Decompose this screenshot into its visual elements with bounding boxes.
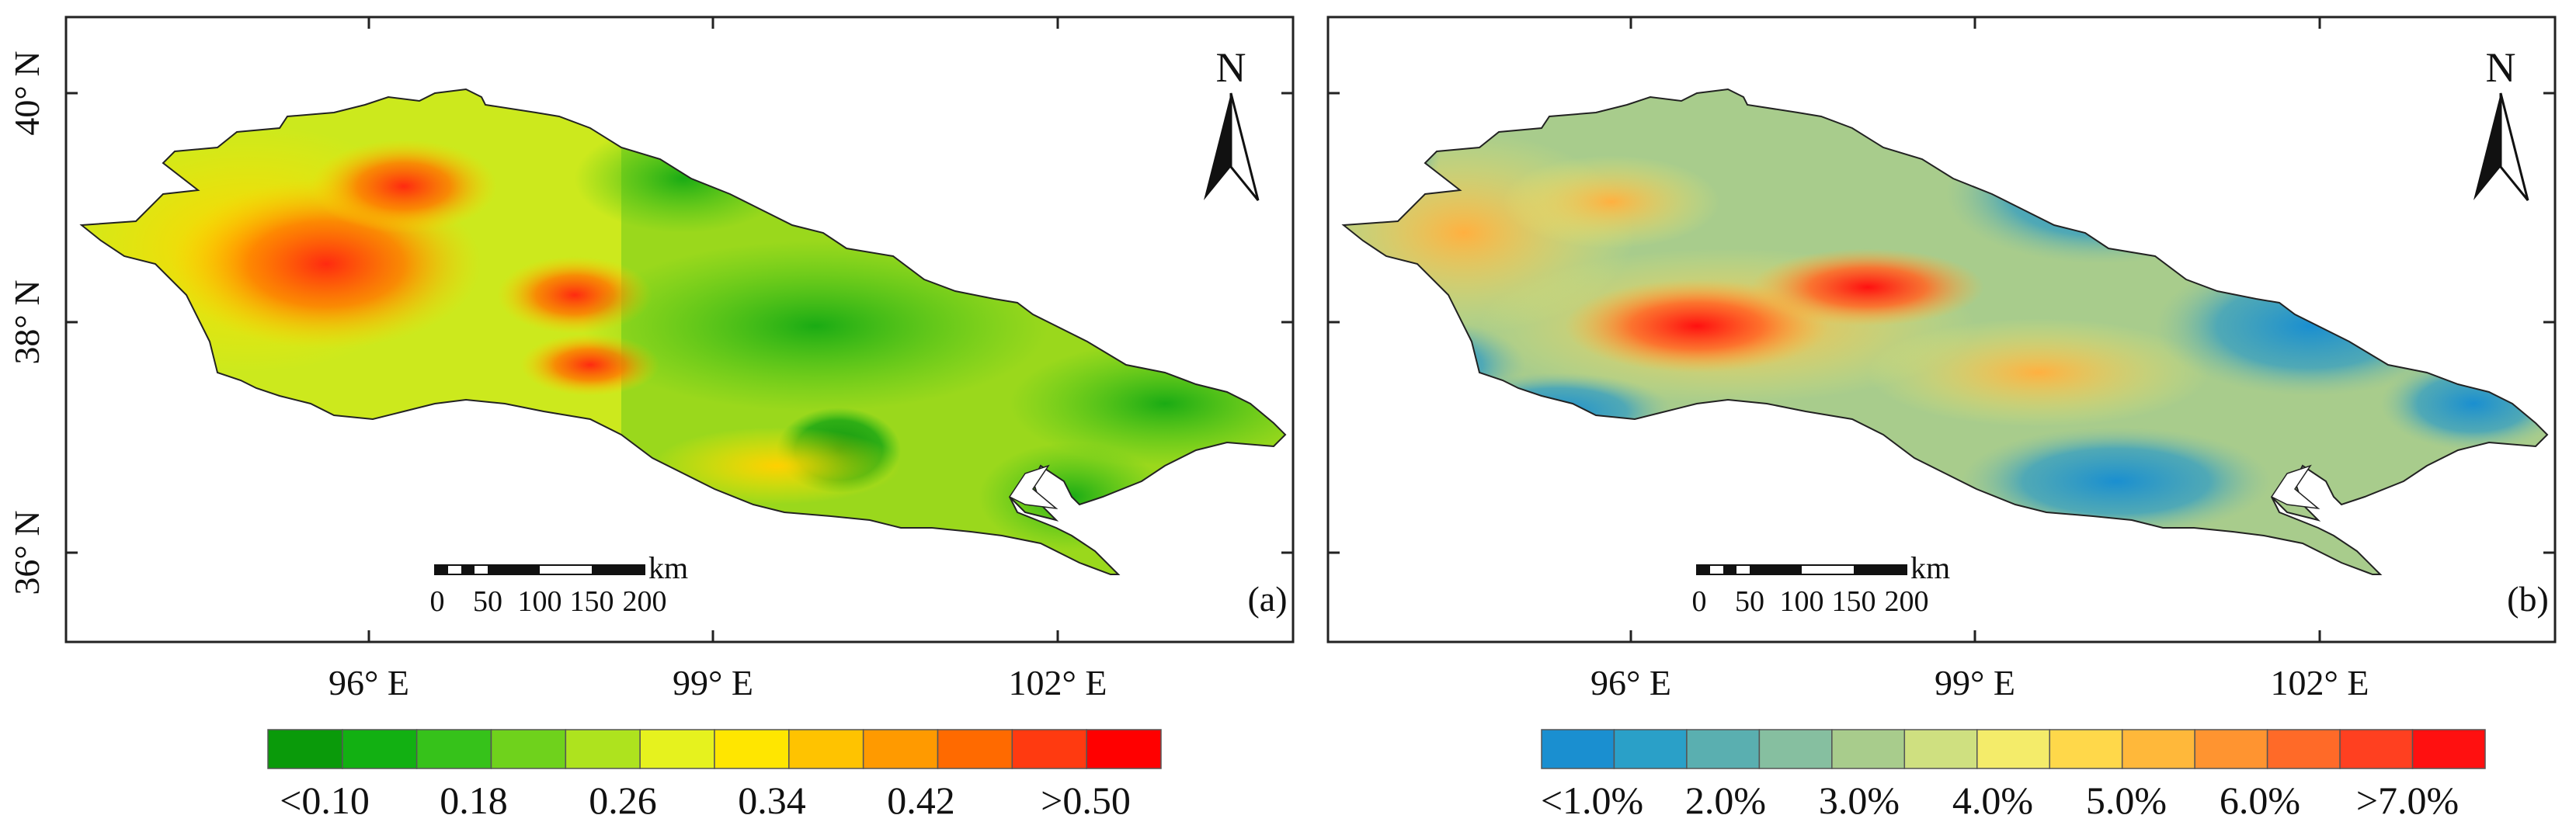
scale-tick-a-2: 100 [518, 585, 562, 618]
legend-a-swatch-6 [714, 729, 790, 769]
legend-a-label-1: 0.18 [440, 779, 508, 822]
panel-a-lon-label-2: 99° E [673, 663, 753, 702]
scale-unit-b: km [1910, 550, 1950, 585]
legend-a-label-5: >0.50 [1041, 779, 1131, 822]
legend-b-label-6: >7.0% [2356, 779, 2459, 822]
panel-a-lon-label-1: 96° E [329, 663, 409, 702]
scale-tick-b-2: 100 [1780, 585, 1824, 618]
panel-b-label: (b) [2507, 579, 2549, 619]
panel-b-lon-label-3: 102° E [2271, 663, 2369, 702]
scale-tick-b-0: 0 [1692, 585, 1707, 618]
scale-bar-a: km 0 50 100 150 200 [430, 550, 689, 618]
legend-b-swatch-4 [1831, 729, 1906, 769]
legend-a-swatch-3 [490, 729, 567, 769]
legend-b-swatch-3 [1758, 729, 1833, 769]
legend-a-swatch-11 [1086, 729, 1162, 769]
scale-tick-a-4: 200 [623, 585, 667, 618]
panel-b-lon-label-2: 99° E [1935, 663, 2015, 702]
legend-a-swatch-9 [937, 729, 1013, 769]
legend-b-swatch-8 [2121, 729, 2195, 769]
panel-b-lon-label-1: 96° E [1590, 663, 1671, 702]
legend-b-swatch-1 [1613, 729, 1688, 769]
panel-a-lat-label-1: 40° N [7, 50, 47, 135]
legend-b-label-1: 2.0% [1685, 779, 1766, 822]
north-label-a: N [1216, 44, 1246, 91]
legend-a [267, 729, 1162, 769]
north-label-b: N [2486, 44, 2516, 91]
legend-a-label-4: 0.42 [887, 779, 955, 822]
scale-bar-b: km 0 50 100 150 200 [1692, 550, 1951, 618]
panel-a-lat-ticks [66, 92, 1293, 554]
legend-b-swatch-9 [2194, 729, 2268, 769]
legend-a-label-3: 0.34 [738, 779, 806, 822]
scale-tick-a-1: 50 [473, 585, 502, 618]
legend-a-swatch-10 [1011, 729, 1087, 769]
panel-a: 40° N 38° N 36° N 96° E 99° E 102° E N k… [7, 16, 1295, 822]
lake-b [2270, 464, 2320, 510]
legend-b-label-3: 4.0% [1952, 779, 2033, 822]
legend-a-label-0: <0.10 [280, 779, 370, 822]
legend-b-swatch-10 [2266, 729, 2341, 769]
panel-a-lat-label-3: 36° N [7, 510, 47, 595]
legend-b-label-5: 6.0% [2220, 779, 2300, 822]
panel-b: 96° E 99° E 102° E N km 0 50 100 150 200… [1326, 16, 2557, 822]
north-arrow-a: N [1204, 44, 1260, 201]
legend-b [1541, 729, 2486, 769]
scale-tick-a-3: 150 [570, 585, 614, 618]
legend-b-swatch-2 [1686, 729, 1761, 769]
scale-tick-b-4: 200 [1885, 585, 1929, 618]
lake-a [1008, 464, 1059, 510]
legend-a-swatch-4 [565, 729, 641, 769]
scale-tick-b-1: 50 [1735, 585, 1764, 618]
legend-a-swatch-2 [415, 729, 492, 769]
panel-b-lat-ticks [1328, 92, 2555, 554]
legend-b-swatch-6 [1976, 729, 2050, 769]
legend-b-label-0: <1.0% [1541, 779, 1643, 822]
legend-b-swatch-11 [2339, 729, 2414, 769]
legend-b-swatch-0 [1541, 729, 1615, 769]
legend-b-swatch-12 [2411, 729, 2486, 769]
legend-a-swatch-8 [862, 729, 939, 769]
legend-a-swatch-7 [788, 729, 864, 769]
panel-a-label: (a) [1247, 579, 1287, 619]
legend-a-swatch-0 [267, 729, 343, 769]
north-arrow-b: N [2473, 44, 2529, 201]
legend-a-swatch-5 [639, 729, 715, 769]
legend-b-swatch-5 [1903, 729, 1978, 769]
legend-a-label-2: 0.26 [589, 779, 657, 822]
legend-b-label-4: 5.0% [2086, 779, 2167, 822]
scale-tick-a-0: 0 [430, 585, 445, 618]
panel-b-lon-ticks [1629, 17, 2321, 642]
scale-tick-b-3: 150 [1832, 585, 1876, 618]
panel-a-lon-ticks [367, 17, 1059, 642]
scale-unit-a: km [648, 550, 688, 585]
legend-b-label-2: 3.0% [1819, 779, 1900, 822]
legend-a-swatch-1 [342, 729, 418, 769]
panel-a-lat-label-2: 38° N [7, 279, 47, 364]
panel-a-lon-label-3: 102° E [1009, 663, 1107, 702]
legend-b-swatch-7 [2049, 729, 2123, 769]
